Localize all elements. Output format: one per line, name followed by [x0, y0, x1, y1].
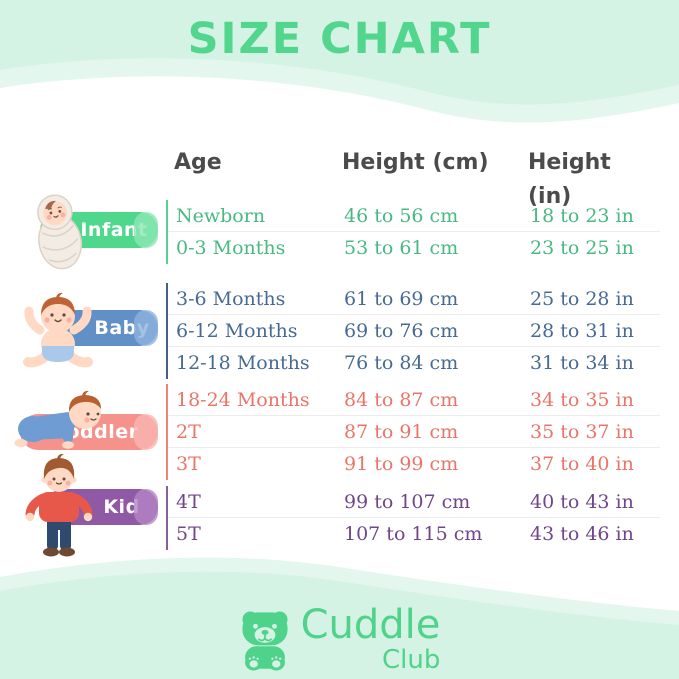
teddy-bear-icon	[242, 611, 288, 671]
group-badge-baby-label: Baby	[94, 317, 150, 339]
table-row-2t: 2T 87 to 91 cm 35 to 37 in	[168, 416, 660, 448]
height-cm-cell: 46 to 56 cm	[344, 205, 459, 227]
crawling-toddler-illustration	[14, 390, 101, 449]
height-cm-cell: 84 to 87 cm	[344, 389, 459, 411]
height-cm-cell: 107 to 115 cm	[344, 523, 483, 545]
height-in-cell: 31 to 34 in	[530, 352, 634, 374]
age-cell: 12-18 Months	[176, 352, 310, 374]
height-cm-cell: 53 to 61 cm	[344, 237, 459, 259]
group-badge-toddler-label: Toddler	[55, 421, 139, 443]
brand-logo-text: Cuddle Club	[301, 605, 441, 673]
height-in-cell: 35 to 37 in	[530, 421, 634, 443]
column-header-height-cm: Height (cm)	[342, 150, 489, 175]
table-row-3t: 3T 91 to 99 cm 37 to 40 in	[168, 448, 660, 480]
brand-name: Cuddle	[300, 602, 441, 648]
height-in-cell: 40 to 43 in	[530, 491, 634, 513]
standing-kid-illustration	[25, 453, 93, 557]
age-cell: Newborn	[176, 205, 266, 227]
column-header-age: Age	[174, 150, 222, 175]
height-cm-cell: 87 to 91 cm	[344, 421, 459, 443]
rows-baby: 3-6 Months 61 to 69 cm 25 to 28 in 6-12 …	[166, 283, 660, 379]
age-cell: 18-24 Months	[176, 389, 310, 411]
rows-toddler: 18-24 Months 84 to 87 cm 34 to 35 in 2T …	[166, 384, 660, 480]
age-cell: 0-3 Months	[176, 237, 286, 259]
brand-suffix: Club	[382, 645, 441, 675]
height-in-cell: 37 to 40 in	[530, 453, 634, 475]
age-cell: 2T	[176, 421, 201, 443]
height-in-cell: 28 to 31 in	[530, 320, 634, 342]
column-header-height-in: Height (in)	[528, 150, 611, 209]
age-cell: 5T	[176, 523, 201, 545]
height-in-cell: 34 to 35 in	[530, 389, 634, 411]
group-badge-infant-label: Infant	[80, 219, 148, 241]
age-cell: 3T	[176, 453, 201, 475]
table-row-4t: 4T 99 to 107 cm 40 to 43 in	[168, 486, 660, 518]
height-in-cell: 18 to 23 in	[530, 205, 634, 227]
table-row-newborn: Newborn 46 to 56 cm 18 to 23 in	[168, 200, 660, 232]
table-row-18-24-months: 18-24 Months 84 to 87 cm 34 to 35 in	[168, 384, 660, 416]
age-cell: 4T	[176, 491, 201, 513]
height-cm-cell: 91 to 99 cm	[344, 453, 459, 475]
rows-kid: 4T 99 to 107 cm 40 to 43 in 5T 107 to 11…	[166, 486, 660, 550]
height-in-cell: 25 to 28 in	[530, 288, 634, 310]
height-cm-cell: 99 to 107 cm	[344, 491, 471, 513]
table-row-3-6-months: 3-6 Months 61 to 69 cm 25 to 28 in	[168, 283, 660, 315]
group-badge-kid-label: Kid	[103, 496, 140, 518]
brand-logo: Cuddle Club	[0, 605, 679, 673]
height-cm-cell: 61 to 69 cm	[344, 288, 459, 310]
rows-infant: Newborn 46 to 56 cm 18 to 23 in 0-3 Mont…	[166, 200, 660, 264]
table-row-6-12-months: 6-12 Months 69 to 76 cm 28 to 31 in	[168, 315, 660, 347]
age-cell: 3-6 Months	[176, 288, 286, 310]
height-in-cell: 43 to 46 in	[530, 523, 634, 545]
sitting-baby-illustration	[23, 292, 93, 368]
age-cell: 6-12 Months	[176, 320, 298, 342]
table-header-row: Age Height (cm) Height (in)	[166, 146, 660, 209]
table-row-5t: 5T 107 to 115 cm 43 to 46 in	[168, 518, 660, 550]
height-cm-cell: 76 to 84 cm	[344, 352, 459, 374]
height-in-cell: 23 to 25 in	[530, 237, 634, 259]
table-row-12-18-months: 12-18 Months 76 to 84 cm 31 to 34 in	[168, 347, 660, 379]
table-row-0-3-months: 0-3 Months 53 to 61 cm 23 to 25 in	[168, 232, 660, 264]
swaddled-infant-illustration	[37, 194, 83, 270]
page-title: SIZE CHART	[187, 14, 492, 64]
height-cm-cell: 69 to 76 cm	[344, 320, 459, 342]
